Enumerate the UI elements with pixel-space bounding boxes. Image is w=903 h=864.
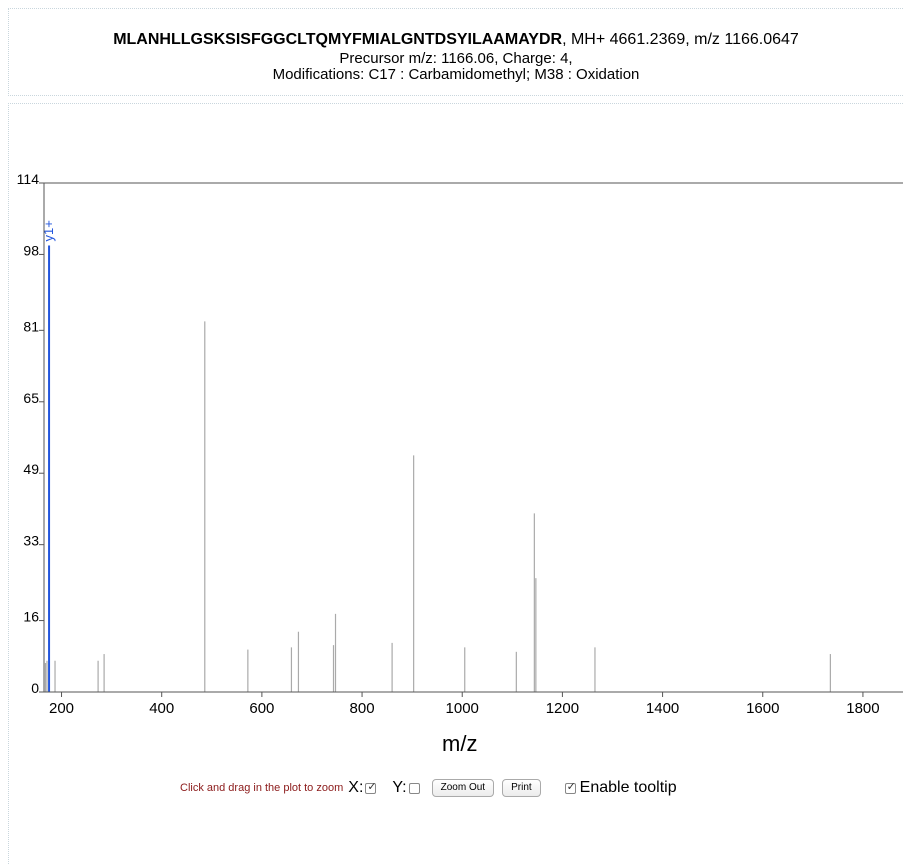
x-tick-label: 1200	[546, 700, 579, 717]
plot-controls: Click and drag in the plot to zoom X: Y:…	[180, 776, 677, 800]
y-tick-label: 65	[23, 390, 39, 406]
spectrum-panel	[8, 103, 903, 864]
zoom-hint: Click and drag in the plot to zoom	[180, 782, 344, 794]
x-tick-label: 400	[149, 700, 174, 717]
tooltip-toggle[interactable]: Enable tooltip	[563, 779, 677, 797]
x-tick-label: 600	[249, 700, 274, 717]
x-zoom-checkbox[interactable]	[365, 780, 377, 794]
x-tick-label: 1800	[846, 700, 879, 717]
y-zoom-label: Y:	[392, 779, 407, 796]
plot-frame	[43, 182, 903, 693]
tooltip-label: Enable tooltip	[579, 779, 677, 796]
x-zoom-label: X:	[348, 779, 364, 796]
x-tick-label: 1600	[746, 700, 779, 717]
y-tick-label: 33	[23, 533, 39, 549]
peptide-sequence: MLANHLLGSKSISFGGCLTQMYFMIALGNTDSYILAAMAY…	[113, 31, 563, 48]
x-axis-title: m/z	[442, 731, 478, 756]
zoom-out-button[interactable]: Zoom Out	[431, 779, 495, 797]
print-button[interactable]: Print	[502, 779, 541, 797]
tooltip-checkbox[interactable]	[564, 780, 576, 794]
modifications-info: Modifications: C17 : Carbamidomethyl; M3…	[272, 66, 640, 83]
x-tick-label: 200	[49, 700, 74, 717]
y-tick-label: 16	[23, 609, 39, 625]
peptide-mass-info: , MH+ 4661.2369, m/z 1166.0647	[562, 31, 799, 48]
y-tick-label: 81	[23, 318, 39, 334]
y-tick-label: 0	[31, 680, 39, 696]
peptide-title: MLANHLLGSKSISFGGCLTQMYFMIALGNTDSYILAAMAY…	[9, 31, 903, 49]
y-tick-label: 98	[23, 242, 39, 258]
peak-label: y1+	[41, 220, 56, 241]
precursor-info: Precursor m/z: 1166.06, Charge: 4,	[339, 50, 573, 67]
y-tick-label: 49	[23, 461, 39, 477]
x-tick-label: 1000	[446, 700, 479, 717]
x-tick-label: 800	[350, 700, 375, 717]
x-tick-label: 1400	[646, 700, 679, 717]
peptide-header: MLANHLLGSKSISFGGCLTQMYFMIALGNTDSYILAAMAY…	[8, 8, 903, 96]
y-tick-label: 114	[17, 171, 40, 187]
y-zoom-checkbox[interactable]	[408, 782, 420, 794]
